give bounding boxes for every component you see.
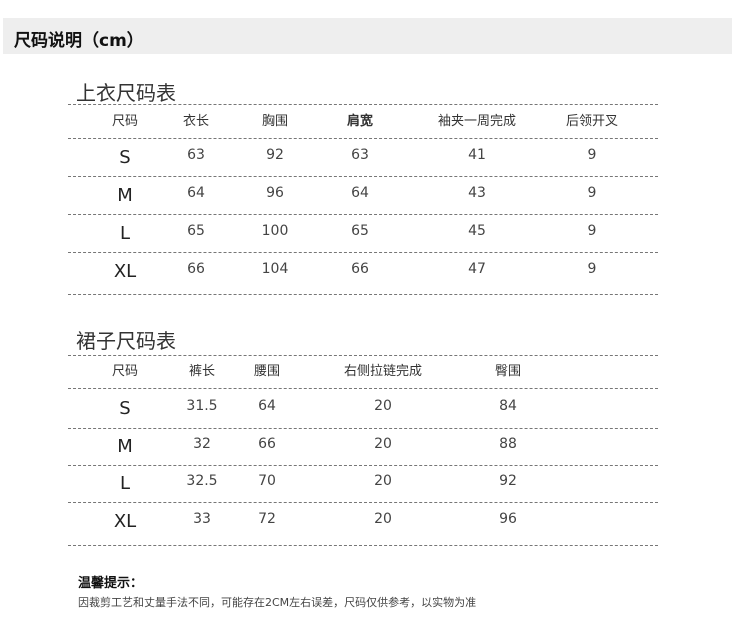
table-cell: 32.5 bbox=[186, 473, 218, 489]
column-header: 臀围 bbox=[494, 364, 522, 379]
dashed-divider bbox=[68, 465, 658, 466]
table-cell: 33 bbox=[193, 511, 211, 527]
table-cell: 63 bbox=[351, 147, 369, 163]
table-cell: 100 bbox=[261, 223, 289, 239]
table-cell: 96 bbox=[499, 511, 517, 527]
table-cell: 104 bbox=[261, 261, 289, 277]
column-header: 右侧拉链完成 bbox=[343, 364, 423, 379]
table-cell: S bbox=[119, 147, 131, 168]
table-row: S 63 92 63 41 9 bbox=[0, 147, 750, 168]
table-cell: 41 bbox=[468, 147, 486, 163]
dashed-divider bbox=[68, 214, 658, 215]
table-cell: 65 bbox=[351, 223, 369, 239]
dashed-divider bbox=[68, 355, 658, 356]
table-cell: 66 bbox=[187, 261, 205, 277]
table-cell: XL bbox=[113, 511, 137, 532]
column-header: 衣长 bbox=[182, 114, 210, 129]
table-cell: 92 bbox=[266, 147, 284, 163]
table-cell: XL bbox=[113, 261, 137, 282]
column-header: 肩宽 bbox=[346, 114, 374, 129]
tips-text: 因裁剪工艺和丈量手法不同，可能存在2CM左右误差，尺码仅供参考，以实物为准 bbox=[78, 596, 477, 609]
dashed-divider bbox=[68, 428, 658, 429]
dashed-divider bbox=[68, 545, 658, 546]
dashed-divider bbox=[68, 252, 658, 253]
table-cell: 96 bbox=[266, 185, 284, 201]
table-cell: 88 bbox=[499, 436, 517, 452]
table-row: L 32.5 70 20 92 bbox=[0, 473, 750, 494]
column-header: 尺码 bbox=[111, 114, 139, 129]
table-cell: 32 bbox=[193, 436, 211, 452]
dashed-divider bbox=[68, 138, 658, 139]
table-cell: 92 bbox=[499, 473, 517, 489]
table-cell: 66 bbox=[258, 436, 276, 452]
table-row: L 65 100 65 45 9 bbox=[0, 223, 750, 244]
dashed-divider bbox=[68, 502, 658, 503]
table-cell: 63 bbox=[187, 147, 205, 163]
table-cell: 43 bbox=[468, 185, 486, 201]
table-cell: M bbox=[117, 436, 133, 457]
column-header: 裤长 bbox=[188, 364, 216, 379]
dashed-divider bbox=[68, 176, 658, 177]
table-cell: 64 bbox=[258, 398, 276, 414]
table-cell: 47 bbox=[468, 261, 486, 277]
top-table-title: 上衣尺码表 bbox=[76, 81, 176, 105]
table-cell: 20 bbox=[374, 436, 392, 452]
table-cell: 20 bbox=[374, 473, 392, 489]
dashed-divider bbox=[68, 388, 658, 389]
column-header: 胸围 bbox=[261, 114, 289, 129]
table-cell: 9 bbox=[587, 185, 597, 201]
table-cell: 64 bbox=[351, 185, 369, 201]
column-header: 尺码 bbox=[111, 364, 139, 379]
column-header: 腰围 bbox=[253, 364, 281, 379]
header-title: 尺码说明（cm） bbox=[14, 31, 144, 51]
table-cell: L bbox=[119, 223, 131, 244]
table-cell: 20 bbox=[374, 511, 392, 527]
skirt-table-title: 裙子尺码表 bbox=[76, 329, 176, 353]
table-row: M 64 96 64 43 9 bbox=[0, 185, 750, 206]
table-cell: 20 bbox=[374, 398, 392, 414]
table-cell: L bbox=[119, 473, 131, 494]
table-cell: 70 bbox=[258, 473, 276, 489]
table-row: M 32 66 20 88 bbox=[0, 436, 750, 457]
table-cell: 84 bbox=[499, 398, 517, 414]
table-cell: 64 bbox=[187, 185, 205, 201]
column-header: 袖夹一周完成 bbox=[437, 114, 517, 129]
table-cell: 66 bbox=[351, 261, 369, 277]
table-cell: 9 bbox=[587, 261, 597, 277]
table-row: XL 66 104 66 47 9 bbox=[0, 261, 750, 282]
tips-title: 温馨提示： bbox=[78, 576, 144, 591]
header-row: 尺码 裤长 腰围 右侧拉链完成 臀围 bbox=[0, 360, 750, 380]
column-header: 后领开叉 bbox=[565, 114, 619, 129]
table-cell: 9 bbox=[587, 147, 597, 163]
table-cell: 9 bbox=[587, 223, 597, 239]
table-cell: 72 bbox=[258, 511, 276, 527]
table-cell: 31.5 bbox=[186, 398, 218, 414]
dashed-divider bbox=[68, 104, 658, 105]
table-cell: S bbox=[119, 398, 131, 419]
table-row: XL 33 72 20 96 bbox=[0, 511, 750, 532]
dashed-divider bbox=[68, 294, 658, 295]
header-row: 尺码 衣长 胸围 肩宽 袖夹一周完成 后领开叉 bbox=[0, 110, 750, 130]
header-bar: 尺码说明（cm） bbox=[3, 18, 732, 54]
table-cell: M bbox=[117, 185, 133, 206]
table-row: S 31.5 64 20 84 bbox=[0, 398, 750, 419]
table-cell: 65 bbox=[187, 223, 205, 239]
table-cell: 45 bbox=[468, 223, 486, 239]
